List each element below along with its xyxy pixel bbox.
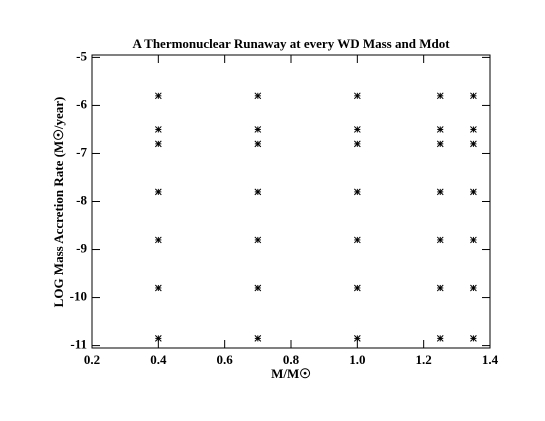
marker <box>154 236 162 244</box>
marker-stroke <box>353 126 361 133</box>
y-tick-label: -9 <box>76 241 87 256</box>
marker-stroke <box>470 126 477 133</box>
marker <box>154 188 162 196</box>
marker-stroke <box>436 236 444 244</box>
x-tick-label: 1.4 <box>482 352 499 367</box>
marker <box>470 188 477 196</box>
marker-stroke <box>254 284 262 292</box>
marker <box>254 284 262 292</box>
marker-stroke <box>436 188 444 196</box>
x-tick-label: 0.4 <box>150 352 167 367</box>
x-tick-label: 1.0 <box>349 352 365 367</box>
y-tick-label: -10 <box>70 289 87 304</box>
marker <box>154 140 162 148</box>
marker <box>353 284 361 292</box>
marker-stroke <box>470 236 477 244</box>
marker <box>254 140 262 148</box>
x-tick-label: 0.2 <box>84 352 100 367</box>
marker <box>470 236 477 244</box>
marker <box>254 236 262 244</box>
y-tick-label: -11 <box>70 337 87 352</box>
marker <box>254 126 262 133</box>
marker-stroke <box>436 92 444 100</box>
marker <box>470 126 477 133</box>
marker <box>470 284 477 292</box>
x-axis-label: M/M☉ <box>271 366 311 381</box>
marker <box>436 126 444 133</box>
marker <box>353 126 361 133</box>
marker-stroke <box>470 140 477 148</box>
marker <box>254 92 262 100</box>
marker <box>254 188 262 196</box>
marker-stroke <box>154 236 162 244</box>
marker <box>353 236 361 244</box>
marker <box>436 92 444 100</box>
marker-stroke <box>154 126 162 133</box>
marker-stroke <box>254 92 262 100</box>
marker-stroke <box>353 335 361 342</box>
marker <box>436 236 444 244</box>
marker-stroke <box>470 284 477 292</box>
x-tick-label: 0.8 <box>283 352 300 367</box>
marker-stroke <box>154 188 162 196</box>
marker-stroke <box>254 140 262 148</box>
y-tick-label: -7 <box>76 144 87 159</box>
marker <box>470 92 477 100</box>
chart-title: A Thermonuclear Runaway at every WD Mass… <box>132 36 450 51</box>
y-tick-label: -6 <box>76 96 87 111</box>
marker <box>470 335 477 342</box>
x-tick-label: 0.6 <box>217 352 234 367</box>
marker-stroke <box>254 236 262 244</box>
y-axis-label: LOG Mass Accretion Rate (M☉/year) <box>51 97 66 308</box>
marker-stroke <box>436 284 444 292</box>
marker <box>436 335 444 342</box>
marker-stroke <box>154 284 162 292</box>
y-tick-label: -5 <box>76 48 87 63</box>
marker <box>436 284 444 292</box>
marker-stroke <box>353 284 361 292</box>
marker-stroke <box>154 92 162 100</box>
marker-stroke <box>470 92 477 100</box>
marker <box>353 140 361 148</box>
marker <box>470 140 477 148</box>
marker <box>154 126 162 133</box>
marker <box>436 140 444 148</box>
marker-stroke <box>254 126 262 133</box>
marker-stroke <box>154 140 162 148</box>
marker-stroke <box>353 140 361 148</box>
marker-stroke <box>154 335 162 342</box>
marker-stroke <box>353 92 361 100</box>
marker <box>353 92 361 100</box>
x-tick-label: 1.2 <box>416 352 432 367</box>
marker-stroke <box>254 188 262 196</box>
marker-stroke <box>470 335 477 342</box>
marker <box>154 92 162 100</box>
plot-frame <box>91 54 491 349</box>
marker <box>254 335 262 342</box>
marker-stroke <box>254 335 262 342</box>
marker-stroke <box>436 126 444 133</box>
marker <box>436 188 444 196</box>
marker-stroke <box>436 335 444 342</box>
marker-stroke <box>436 140 444 148</box>
marker <box>154 284 162 292</box>
marker <box>154 335 162 342</box>
marker-stroke <box>353 236 361 244</box>
marker <box>353 188 361 196</box>
y-tick-label: -8 <box>76 192 87 207</box>
marker-stroke <box>353 188 361 196</box>
marker <box>353 335 361 342</box>
marker-stroke <box>470 188 477 196</box>
